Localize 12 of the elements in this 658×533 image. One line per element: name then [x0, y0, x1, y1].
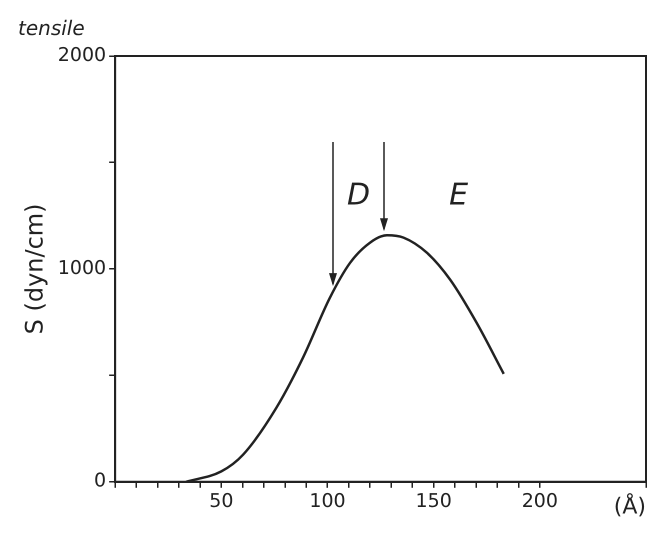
- annotation: E: [449, 177, 468, 212]
- x-tick-label: 50: [209, 490, 234, 512]
- x-axis-title: (Å): [614, 492, 646, 520]
- annotation: D: [346, 177, 370, 212]
- x-tick-label: 150: [416, 490, 452, 512]
- y-tick-label: 2000: [58, 44, 106, 66]
- chart-title: tensile: [18, 16, 85, 40]
- x-tick-label: 200: [522, 490, 558, 512]
- y-tick-label: 1000: [58, 256, 106, 279]
- y-tick-label: 0: [94, 470, 106, 492]
- x-tick-label: 100: [309, 490, 346, 512]
- y-axis-title: S (dyn/cm): [20, 203, 49, 334]
